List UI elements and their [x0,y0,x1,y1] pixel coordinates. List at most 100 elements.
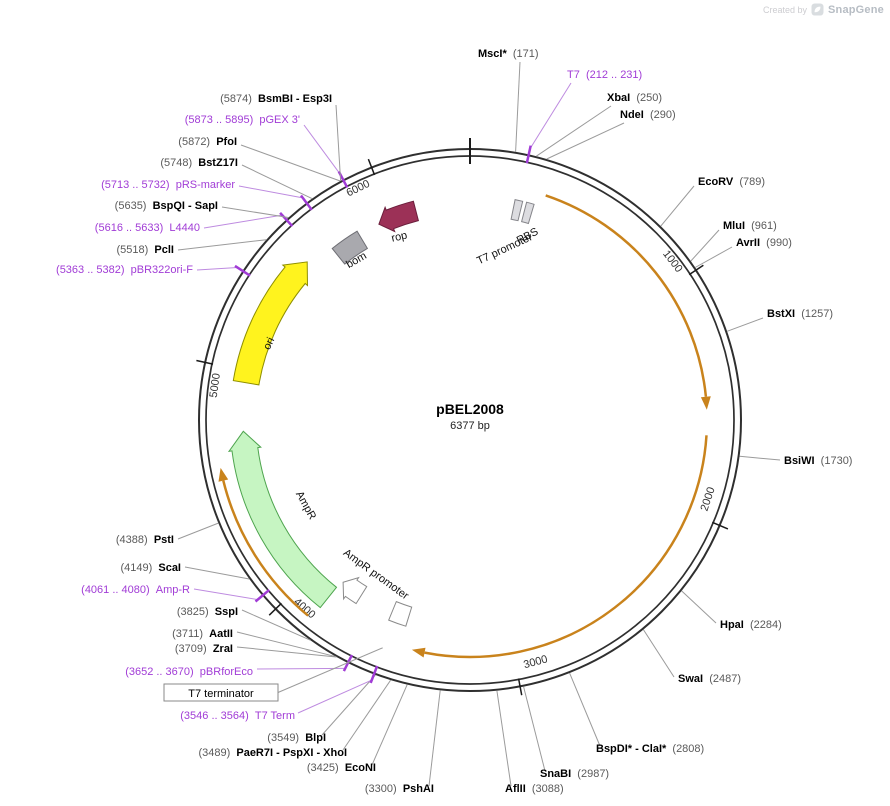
feature-arc [222,480,309,617]
site-label-msci[interactable]: MscI* (171) [478,48,539,152]
primer-label-prs-marker[interactable]: (5713 .. 5732) pRS-marker [101,179,313,211]
boxed-label-t7-terminator[interactable]: T7 terminator [163,647,383,702]
callout-text: (5518) PclI [117,244,175,256]
site-label-avrii[interactable]: AvrII (990) [694,237,792,268]
feature-rop[interactable]: rop [378,200,420,245]
callout-text: (4388) PstI [116,534,174,546]
site-label-bstxi[interactable]: BstXI (1257) [726,308,833,332]
site-label-econi[interactable]: (3425) EcoNI [307,684,408,774]
callout-text: (5363 .. 5382) pBR322ori-F [56,264,193,276]
site-label-ecorv[interactable]: EcoRV (789) [660,176,765,227]
site-label-ndei[interactable]: NdeI (290) [546,109,676,160]
feature-label-ampr: AmpR [293,489,318,522]
callout-text: (3300) PshAI [365,783,434,795]
site-label-bsmbi-esp3i[interactable]: (5874) BsmBI - Esp3I [220,93,342,181]
site-label-psti[interactable]: (4388) PstI [116,522,219,546]
primer-label-amp-r[interactable]: (4061 .. 4080) Amp-R [81,584,271,603]
site-label-aflii[interactable]: AflII (3088) [496,690,564,795]
feature-orf-lower-right[interactable] [411,435,708,659]
callout-line [241,164,313,200]
site-label-sspi[interactable]: (3825) SspI [177,606,311,641]
site-label-mlui[interactable]: MluI (961) [690,220,777,262]
callout-line [184,566,250,580]
site-label-zrai[interactable]: (3709) ZraI [175,643,337,658]
callout-line [236,646,337,658]
site-label-bspdi-clai[interactable]: BspDI* - ClaI* (2808) [569,672,705,755]
scale-label-5000: 5000 [208,372,223,398]
site-label-pcli[interactable]: (5518) PclI [117,239,267,256]
feature-ori[interactable]: ori [232,261,309,386]
callout-text: XbaI (250) [607,92,662,104]
feature-orf-upper-right[interactable] [545,194,711,410]
callout-text: SwaI (2487) [678,673,741,685]
feature-arc [545,194,708,397]
site-label-bsiwi[interactable]: BsiWI (1730) [739,455,853,467]
callout-line [536,105,612,157]
scale-label-3000: 3000 [522,653,549,671]
site-label-swai[interactable]: SwaI (2487) [642,629,741,685]
site-label-paer7i-pspxi-xhoi[interactable]: (3489) PaeR7I - PspXI - XhoI [198,679,392,759]
callout-text: (5713 .. 5732) pRS-marker [101,179,235,191]
primer-label-pbrforeco[interactable]: (3652 .. 3670) pBRforEco [125,654,354,678]
callout-text: BspDI* - ClaI* (2808) [596,743,704,755]
callout-line [342,679,392,751]
primer-tick [254,588,271,603]
callout-line [193,588,258,601]
callout-text: T7 (212 .. 231) [567,69,642,81]
callout-line [371,684,408,766]
feature-t7-terminator[interactable] [388,600,413,627]
callout-line [529,82,572,149]
callout-line [196,267,238,271]
callout-text: AvrII (990) [736,237,792,249]
feature-orf-left[interactable] [218,467,309,617]
scale-tick-2000 [711,521,729,530]
site-label-aatii[interactable]: (3711) AatII [172,628,337,658]
callout-text: (3425) EcoNI [307,762,376,774]
callout-line [642,629,675,678]
callout-line [523,686,546,772]
callout-line [496,690,512,787]
callout-text: (4149) ScaI [120,562,181,574]
site-label-snabi[interactable]: SnaBI (2987) [523,686,609,780]
callout-text: HpaI (2284) [720,619,782,631]
callout-text: (5635) BspQI - SapI [115,200,218,212]
site-label-blpi[interactable]: (3549) BlpI [267,674,376,744]
primer-label-t7-term[interactable]: (3546 .. 3564) T7 Term [180,665,379,722]
site-label-bspqi-sapi[interactable]: (5635) BspQI - SapI [115,200,289,218]
primer-label-pbr322ori-f[interactable]: (5363 .. 5382) pBR322ori-F [56,264,251,277]
feature-arrow [232,261,309,386]
primer-label-l4440[interactable]: (5616 .. 5633) L4440 [95,212,294,234]
callout-text: (3546 .. 3564) T7 Term [180,710,295,722]
label-box [163,683,279,702]
scale-label-2000: 2000 [699,486,718,513]
callout-line [236,631,337,658]
callout-text: (5748) BstZ17I [160,157,238,169]
arrowhead-icon [700,396,711,410]
scale-tick-4000 [268,602,282,616]
callout-text: SnaBI (2987) [540,768,609,780]
watermark: Created by SnapGene [763,3,884,16]
callout-line [569,672,601,747]
feature-label-rop: rop [390,229,408,244]
arrowhead-icon [411,647,426,658]
feature-ampr-promoter[interactable]: AmpR promoter [341,547,411,605]
site-label-hpai[interactable]: HpaI (2284) [681,590,782,631]
site-label-pshai[interactable]: (3300) PshAI [365,690,441,795]
callout-text: (3489) PaeR7I - PspXI - XhoI [198,747,347,759]
site-label-xbai[interactable]: XbaI (250) [536,92,662,157]
snapgene-logo-icon [811,3,824,16]
feature-block [331,230,369,265]
callout-text: (5616 .. 5633) L4440 [95,222,200,234]
callout-line [238,185,303,199]
primer-label-t7[interactable]: T7 (212 .. 231) [525,69,642,164]
feature-ampr[interactable]: AmpR [227,430,338,609]
feature-bom[interactable]: bom [331,230,369,271]
site-label-pfoi[interactable]: (5872) PfoI [178,136,341,182]
site-label-bstz17i[interactable]: (5748) BstZ17I [160,157,313,200]
site-label-scai[interactable]: (4149) ScaI [120,562,250,580]
arrowhead-icon [218,467,229,482]
callout-text: (3825) SspI [177,606,238,618]
primer-tick [369,665,379,684]
